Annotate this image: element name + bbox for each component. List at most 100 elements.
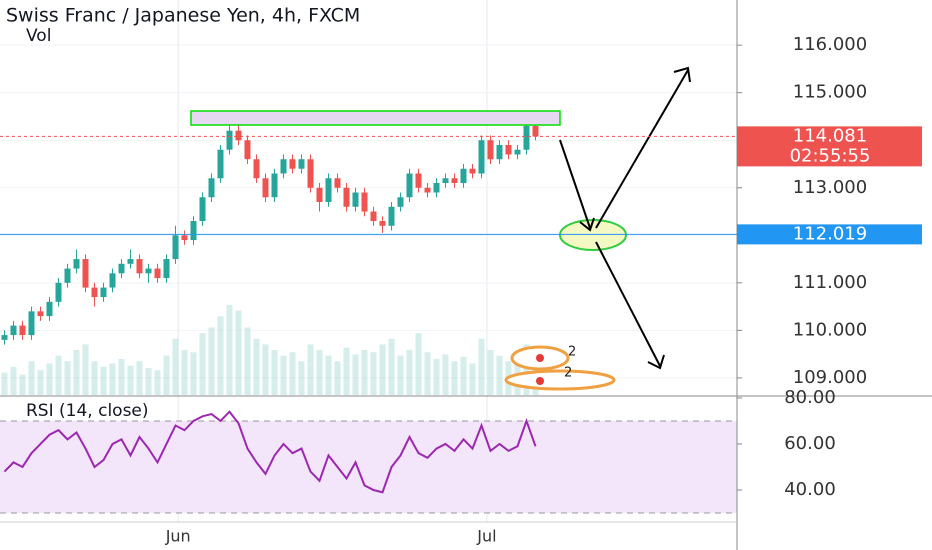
y-tick-label: 40.00	[784, 479, 836, 500]
y-tick-label: 110.000	[793, 319, 867, 340]
candle-body	[469, 168, 476, 174]
y-tick-label: 115.000	[793, 82, 867, 103]
candle-body	[388, 206, 395, 226]
horizontal-line-label: 112.019	[793, 223, 867, 244]
candle-body	[298, 159, 305, 169]
candle-body	[442, 178, 449, 184]
volume-bar	[406, 350, 413, 395]
volume-bar	[388, 338, 395, 395]
candle-body	[181, 235, 188, 241]
volume-bar	[325, 355, 332, 395]
arrow-head	[673, 66, 691, 83]
volume-bar	[379, 344, 386, 395]
arrow	[595, 69, 689, 229]
candle-body	[73, 259, 80, 269]
volume-bar	[91, 361, 98, 395]
volume-bar	[442, 354, 449, 395]
candle-body	[343, 187, 350, 207]
volume-bar	[478, 338, 485, 395]
volume-bar	[343, 347, 350, 395]
resistance-zone	[190, 110, 561, 126]
arrow	[559, 139, 591, 229]
volume-bar	[190, 352, 197, 395]
volume-bar	[145, 368, 152, 395]
volume-bar	[280, 355, 287, 395]
arrows	[559, 66, 691, 370]
volume-bar	[163, 355, 170, 395]
candle-body	[253, 159, 260, 179]
candle-body	[37, 311, 44, 317]
candles	[1, 114, 539, 345]
countdown: 02:55:55	[790, 145, 871, 166]
arrow	[595, 241, 661, 367]
last-price-label: 114.081	[793, 125, 867, 146]
volume-bar	[307, 344, 314, 395]
candle-body	[316, 187, 323, 203]
candle-body	[100, 287, 107, 298]
last-price-box	[737, 126, 922, 167]
arrow-head	[647, 354, 665, 370]
candle-body	[325, 178, 332, 203]
target-circle	[559, 219, 627, 251]
volume-bar	[451, 361, 458, 395]
candle-body	[406, 173, 413, 198]
volume-bar	[397, 355, 404, 395]
candle-body	[145, 268, 152, 274]
volume-bar	[253, 338, 260, 395]
candle-body	[307, 159, 314, 188]
volume-bar	[361, 350, 368, 395]
volume-bar	[46, 363, 53, 395]
candle-body	[136, 259, 143, 274]
candle-body	[424, 187, 431, 193]
candle-body	[361, 192, 368, 212]
arrow-head	[579, 217, 595, 232]
y-tick-label: 116.000	[793, 34, 867, 55]
candle-body	[163, 259, 170, 279]
volume-bar	[289, 352, 296, 395]
candle-body	[208, 178, 215, 198]
candle-body	[334, 178, 341, 188]
volume-bar	[523, 344, 530, 395]
badge-dot	[536, 354, 544, 362]
candle-body	[226, 130, 233, 150]
candle-body	[505, 144, 512, 155]
candle-body	[244, 140, 251, 160]
badges: 2 2	[504, 345, 616, 391]
rsi-band-fill	[0, 420, 737, 514]
candle-body	[271, 173, 278, 198]
volume-bar	[154, 370, 161, 395]
candle-body	[28, 311, 35, 336]
badge	[504, 369, 616, 391]
candle-body	[523, 125, 530, 150]
candle-body	[55, 282, 62, 302]
candle-body	[379, 221, 386, 226]
volume-bar	[136, 361, 143, 395]
y-tick-label: 113.000	[793, 177, 867, 198]
candle-body	[172, 235, 179, 260]
badge-count: 2	[564, 366, 572, 381]
candle-body	[262, 178, 269, 198]
volume-bar	[235, 310, 242, 395]
y-tick-label: 60.00	[784, 433, 836, 454]
volume-bar	[370, 352, 377, 395]
volume-bar	[316, 350, 323, 395]
x-tick-label: Jun	[165, 527, 191, 546]
volume-bar	[262, 344, 269, 395]
badge-dot	[536, 377, 544, 385]
candle-body	[82, 259, 89, 288]
candle-body	[478, 140, 485, 174]
volume-bar	[10, 366, 17, 395]
volume-bar	[487, 350, 494, 395]
volume-bar	[199, 333, 206, 395]
volume-bar	[64, 361, 71, 395]
volume-bar	[1, 372, 8, 395]
rsi-band	[0, 420, 737, 514]
candle-body	[91, 287, 98, 298]
candle-body	[370, 211, 377, 222]
candle-body	[487, 140, 494, 160]
candle-body	[433, 183, 440, 193]
candle-body	[496, 144, 503, 160]
candle-body	[397, 197, 404, 207]
candle-body	[1, 335, 8, 340]
